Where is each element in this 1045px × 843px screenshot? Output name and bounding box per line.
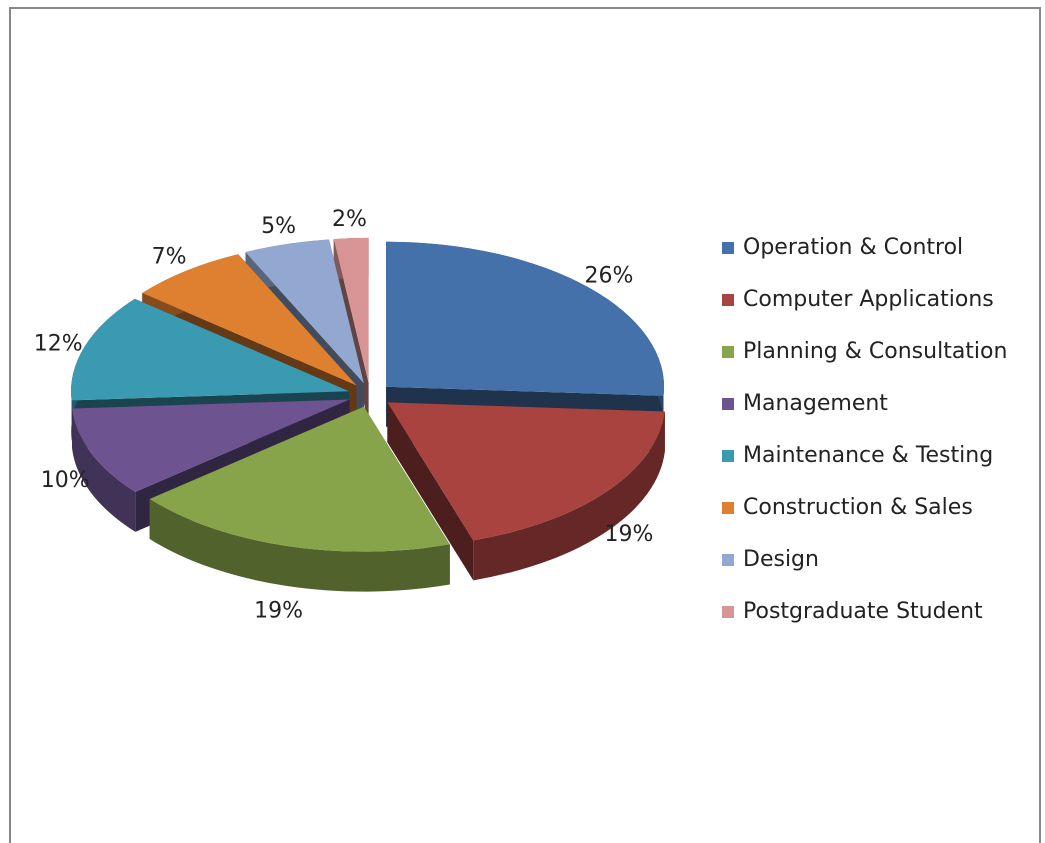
slice	[387, 402, 665, 581]
slice	[142, 254, 357, 386]
data-label: 5%	[261, 214, 296, 239]
legend-swatch	[722, 398, 734, 410]
legend-label: Computer Applications	[743, 287, 994, 312]
data-label: 19%	[254, 599, 303, 624]
slice	[72, 399, 350, 492]
slice-side	[72, 408, 136, 532]
slice	[386, 241, 665, 396]
legend-swatch	[722, 294, 734, 306]
legend-label: Design	[743, 547, 819, 572]
legend-swatch	[722, 450, 734, 462]
legend-label: Construction & Sales	[743, 495, 973, 520]
data-label: 10%	[41, 468, 90, 493]
legend-label: Management	[743, 391, 888, 416]
data-label: 2%	[332, 207, 367, 232]
data-label: 19%	[605, 522, 654, 547]
slice	[149, 406, 450, 552]
slice-side	[387, 402, 474, 581]
data-label: 12%	[34, 331, 83, 356]
legend-swatch	[722, 242, 734, 254]
legend-swatch	[722, 606, 734, 618]
slice	[149, 406, 450, 592]
data-label: 7%	[152, 245, 187, 270]
legend-swatch	[722, 502, 734, 514]
slice-side	[149, 499, 450, 592]
data-label: 26%	[585, 264, 634, 289]
legend-swatch	[722, 554, 734, 566]
slice	[245, 239, 364, 384]
slice	[71, 298, 350, 401]
slice	[333, 237, 369, 383]
slice	[387, 402, 665, 541]
slice-side	[473, 411, 665, 581]
legend-label: Maintenance & Testing	[743, 443, 993, 468]
legend-label: Operation & Control	[743, 235, 963, 260]
legend-swatch	[722, 346, 734, 358]
legend-label: Postgraduate Student	[743, 599, 983, 624]
legend-label: Planning & Consultation	[743, 339, 1007, 364]
